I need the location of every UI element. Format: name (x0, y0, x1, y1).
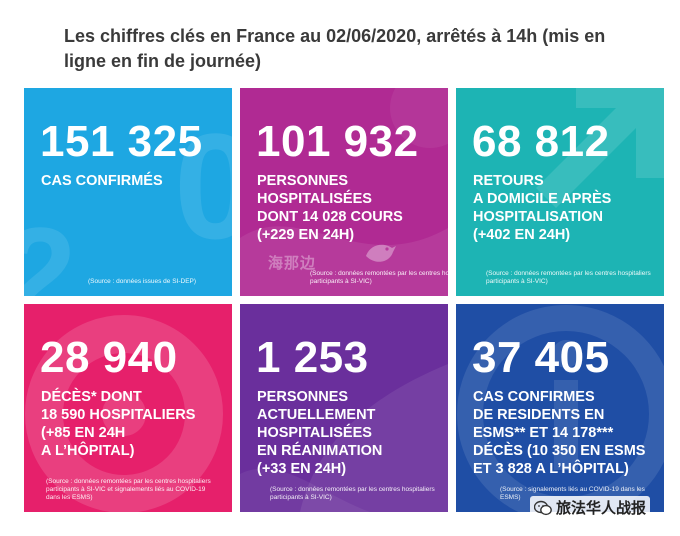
esms-value: 37 405 (472, 333, 610, 382)
card-returned-home: 68 812 RETOURS A DOMICILE APRÈS HOSPITAL… (456, 88, 664, 296)
label-line: (+85 EN 24H (41, 425, 126, 441)
source-note: (Source : données remontées par les cent… (270, 486, 435, 501)
svg-text:0: 0 (174, 102, 232, 270)
label-line: ET 3 828 A L’HÔPITAL) (473, 461, 629, 477)
label-line: RETOURS (473, 173, 544, 189)
hospitalized-value: 101 932 (256, 117, 419, 166)
label-line: (+33 EN 24H) (257, 461, 347, 477)
decorative-wave-shape (240, 88, 448, 296)
card-hospitalized: 101 932 PERSONNES HOSPITALISÉES DONT 14 … (240, 88, 448, 296)
source-note: (Source : données remontées par les cent… (486, 270, 651, 285)
source-note: (Source : signalements liés au COVID-19 … (500, 486, 645, 501)
label-line: A L’HÔPITAL) (41, 443, 135, 459)
source-note: (Source : données issues de SI-DEP) (88, 278, 197, 285)
label-line: (+229 EN 24H) (257, 227, 355, 243)
label-line: DE RESIDENTS EN (473, 407, 605, 423)
label-line: ESMS** ET 14 178*** (473, 425, 614, 441)
label-line: EN RÉANIMATION (257, 443, 383, 459)
returned-home-value: 68 812 (472, 117, 610, 166)
label-line: ACTUELLEMENT (257, 407, 376, 423)
deaths-label: DÉCÈS* DONT 18 590 HOSPITALIERS (+85 EN … (41, 388, 195, 460)
page-title: Les chiffres clés en France au 02/06/202… (64, 26, 606, 71)
label-line: HOSPITALISÉES (257, 425, 372, 441)
intensive-care-value: 1 253 (256, 333, 369, 382)
decorative-arrow-shape (536, 88, 664, 208)
card-confirmed-cases: 0 2 151 325 CAS CONFIRMÉS (Source : donn… (24, 88, 232, 296)
card-esms-residents: 37 405 CAS CONFIRMES DE RESIDENTS EN ESM… (456, 304, 664, 512)
esms-label: CAS CONFIRMES DE RESIDENTS EN ESMS** ET … (473, 388, 645, 478)
confirmed-cases-value: 151 325 (40, 117, 203, 166)
label-line: CAS CONFIRMES (473, 389, 595, 405)
label-line: 18 590 HOSPITALIERS (41, 407, 196, 423)
hospitalized-label: PERSONNES HOSPITALISÉES DONT 14 028 COUR… (257, 172, 403, 244)
label-line: HOSPITALISÉES (257, 191, 372, 207)
label-line: DÉCÈS (10 350 EN ESMS (473, 443, 646, 459)
card-deaths: 28 940 DÉCÈS* DONT 18 590 HOSPITALIERS (… (24, 304, 232, 512)
label-line: PERSONNES (257, 173, 349, 189)
svg-text:2: 2 (24, 200, 76, 296)
decorative-ring-shape (25, 315, 223, 512)
label-line: CAS CONFIRMÉS (41, 173, 163, 189)
deaths-value: 28 940 (40, 333, 178, 382)
decorative-blob-shape (240, 364, 448, 512)
source-note: (Source : données remontées par les cent… (310, 270, 448, 285)
wechat-icon (534, 500, 552, 515)
label-line: HOSPITALISATION (473, 209, 603, 225)
watermark-right-text: 旅法华人战报 (556, 500, 647, 517)
watermark-left: 海那边 (268, 255, 317, 272)
watermark-right: 旅法华人战报 (530, 496, 651, 519)
returned-home-label: RETOURS A DOMICILE APRÈS HOSPITALISATION… (473, 172, 611, 244)
label-line: A DOMICILE APRÈS (473, 191, 612, 207)
label-line: PERSONNES (257, 389, 349, 405)
card-intensive-care: 1 253 PERSONNES ACTUELLEMENT HOSPITALISÉ… (240, 304, 448, 512)
label-line: DONT 14 028 COURS (257, 209, 403, 225)
intensive-care-label: PERSONNES ACTUELLEMENT HOSPITALISÉES EN … (257, 388, 382, 478)
decorative-digits-shape: 0 2 (24, 102, 232, 296)
label-line: DÉCÈS* DONT (41, 389, 142, 405)
confirmed-cases-label: CAS CONFIRMÉS (41, 172, 163, 190)
bird-logo-icon (366, 244, 396, 262)
label-line: (+402 EN 24H) (473, 227, 571, 243)
source-note: (Source : données remontées par les cent… (46, 478, 211, 501)
